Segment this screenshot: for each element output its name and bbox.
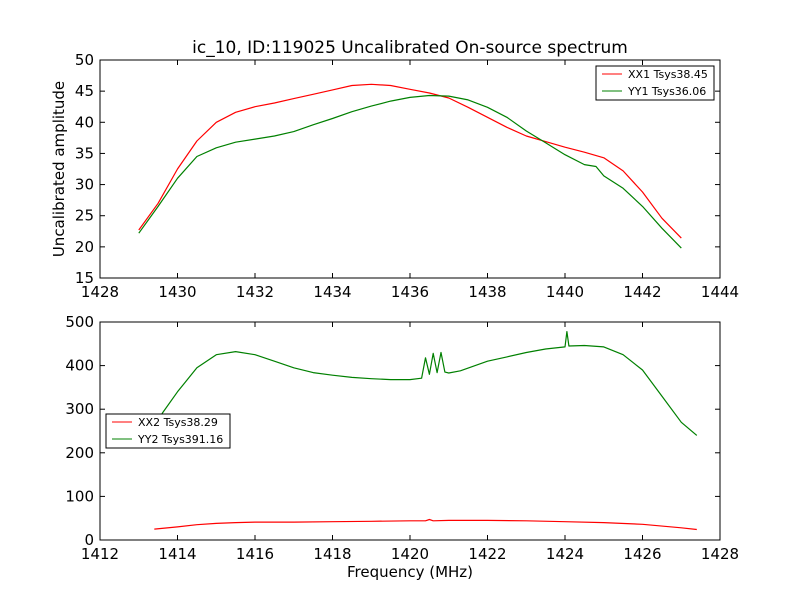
top-ticks: 1428 1430 1432 1434 1436 1438 1440 1442 1444 15 20… (75, 51, 739, 301)
x-axis-label: Frequency (MHz) (347, 563, 473, 581)
top-y-tick-label: 30 (75, 176, 94, 194)
bottom-x-tick-label: 1416 (236, 545, 274, 563)
bottom-x-tick-label: 1412 (81, 545, 119, 563)
top-y-tick-label: 50 (75, 51, 94, 69)
top-y-tick-label: 45 (75, 82, 94, 100)
bottom-y-tick-label: 500 (65, 313, 94, 331)
top-y-tick-label: 40 (75, 113, 94, 131)
bottom-x-tick-label: 1426 (623, 545, 661, 563)
top-x-tick-label: 1436 (391, 283, 429, 301)
bottom-panel: 1412 1414 1416 1418 1420 1422 1424 1426 1428 0 100… (65, 313, 739, 581)
bottom-series-line-xx (154, 518, 697, 531)
chart-title: ic_10, ID:119025 Uncalibrated On-source … (192, 38, 628, 58)
top-x-tick-label: 1440 (546, 283, 584, 301)
top-y-tick-label: 20 (75, 238, 94, 256)
bottom-x-tick-label: 1418 (313, 545, 351, 563)
top-y-tick-label: 15 (75, 269, 94, 287)
bottom-x-tick-label: 1420 (391, 545, 429, 563)
y-axis-label: Uncalibrated amplitude (50, 81, 68, 257)
top-x-tick-label: 1432 (236, 283, 274, 301)
bottom-ticks: 1412 1414 1416 1418 1420 1422 1424 1426 1428 0 100… (65, 313, 739, 563)
bottom-lines (154, 331, 698, 531)
bottom-series-line-yy (161, 331, 698, 436)
bottom-y-tick-label: 300 (65, 400, 94, 418)
legend-label-xx1: XX1 Tsys38.45 (628, 68, 708, 81)
bottom-x-tick-label: 1424 (546, 545, 584, 563)
top-y-tick-label: 35 (75, 144, 94, 162)
bottom-axes-frame (99, 321, 721, 541)
top-legend-box (595, 65, 715, 101)
top-series-line-xx (138, 83, 682, 239)
bottom-y-tick-label: 200 (65, 444, 94, 462)
legend-label-xx2: XX2 Tsys38.29 (138, 416, 218, 429)
top-x-tick-label: 1430 (158, 283, 196, 301)
top-x-tick-label: 1428 (81, 283, 119, 301)
top-lines (138, 83, 682, 249)
bottom-x-tick-label: 1422 (468, 545, 506, 563)
bottom-x-tick-label: 1428 (701, 545, 739, 563)
bottom-legend-box (105, 413, 231, 449)
top-x-tick-label: 1434 (313, 283, 351, 301)
top-y-tick-label: 25 (75, 207, 94, 225)
top-x-tick-label: 1444 (701, 283, 739, 301)
bottom-y-tick-label: 100 (65, 487, 94, 505)
top-panel: 1428 1430 1432 1434 1436 1438 1440 1442 1444 15 20… (50, 51, 739, 301)
bottom-y-tick-label: 0 (84, 531, 94, 549)
legend-label-yy1: YY1 Tsys36.06 (627, 85, 706, 98)
bottom-x-tick-label: 1414 (158, 545, 196, 563)
top-axes-frame (99, 59, 721, 279)
top-series-line-yy (138, 94, 682, 249)
legend-label-yy2: YY2 Tsys391.16 (137, 433, 223, 446)
top-x-tick-label: 1438 (468, 283, 506, 301)
bottom-y-tick-label: 400 (65, 357, 94, 375)
top-x-tick-label: 1442 (623, 283, 661, 301)
bottom-legend: XX2 Tsys38.29 YY2 Tsys391.16 (105, 413, 231, 449)
top-legend: XX1 Tsys38.45 YY1 Tsys36.06 (595, 65, 715, 101)
